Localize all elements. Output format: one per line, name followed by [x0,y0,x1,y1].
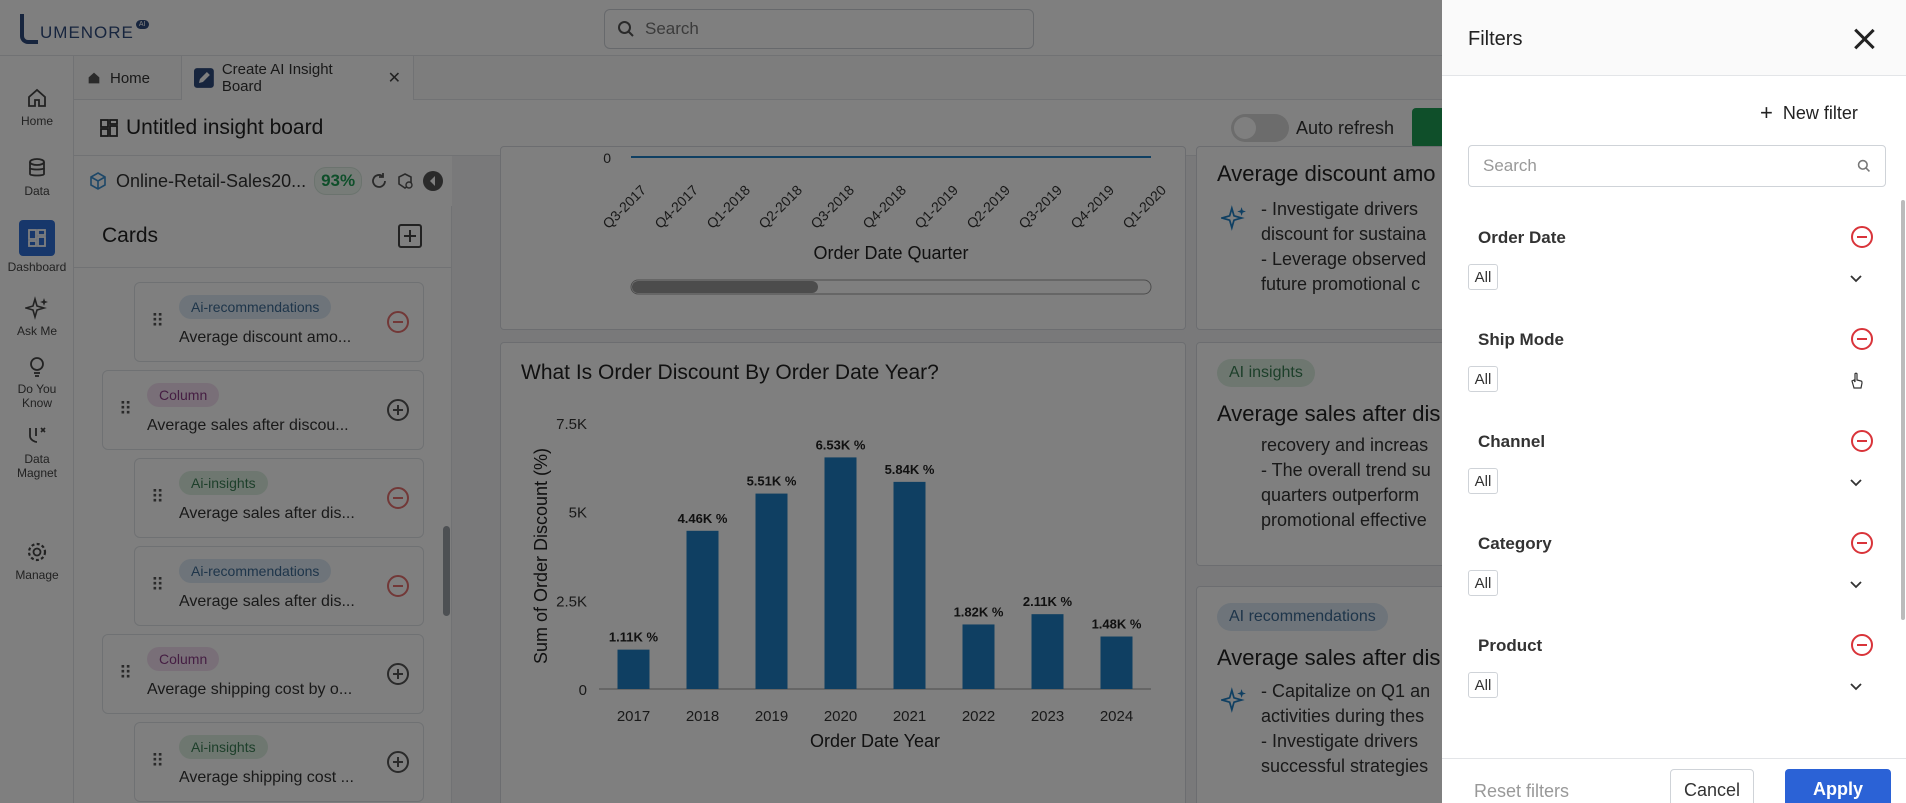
remove-filter-icon[interactable] [1851,226,1873,248]
cancel-button[interactable]: Cancel [1670,769,1754,803]
hand-cursor-icon [1851,372,1863,389]
plus-icon: + [1760,100,1773,125]
filter-value-select[interactable]: All [1468,264,1498,290]
filter-label: Category [1478,534,1552,553]
filter-search-placeholder: Search [1483,156,1537,175]
filter-group-product: Product All [1468,634,1873,726]
filter-value-select[interactable]: All [1468,672,1498,698]
remove-filter-icon[interactable] [1851,430,1873,452]
filters-title: Filters [1468,28,1523,50]
search-icon [1857,159,1870,172]
apply-button[interactable]: Apply [1785,769,1891,803]
chevron-down-icon[interactable] [1846,268,1866,288]
filter-label: Product [1478,636,1543,655]
modal-overlay[interactable] [0,0,1442,803]
filter-label: Channel [1478,432,1546,451]
filters-footer: Reset filters Cancel Apply [1442,758,1906,803]
filter-value-select[interactable]: All [1468,570,1498,596]
filters-drawer: Filters + New filter Search Order Date A… [1442,0,1906,803]
filter-group-ship-mode: Ship Mode All [1468,328,1873,420]
filter-search-input[interactable]: Search [1468,145,1886,187]
chevron-down-icon[interactable] [1846,574,1866,594]
remove-filter-icon[interactable] [1851,328,1873,350]
filter-label: Ship Mode [1478,330,1564,349]
chevron-down-icon[interactable] [1846,472,1866,492]
close-icon[interactable] [1851,26,1877,52]
filter-group-category: Category All [1468,532,1873,624]
filters-scrollbar[interactable] [1901,200,1905,620]
remove-filter-icon[interactable] [1851,532,1873,554]
new-filter-button[interactable]: + New filter [1760,100,1858,126]
filter-value-select[interactable]: All [1468,366,1498,392]
filter-value-select[interactable]: All [1468,468,1498,494]
remove-filter-icon[interactable] [1851,634,1873,656]
new-filter-label: New filter [1782,102,1858,123]
filter-group-order-date: Order Date All [1468,226,1873,318]
filters-header: Filters [1442,0,1906,76]
chevron-down-icon[interactable] [1846,676,1866,696]
filter-label: Order Date [1478,228,1566,247]
filter-group-channel: Channel All [1468,430,1873,522]
reset-filters-button[interactable]: Reset filters [1474,781,1570,801]
